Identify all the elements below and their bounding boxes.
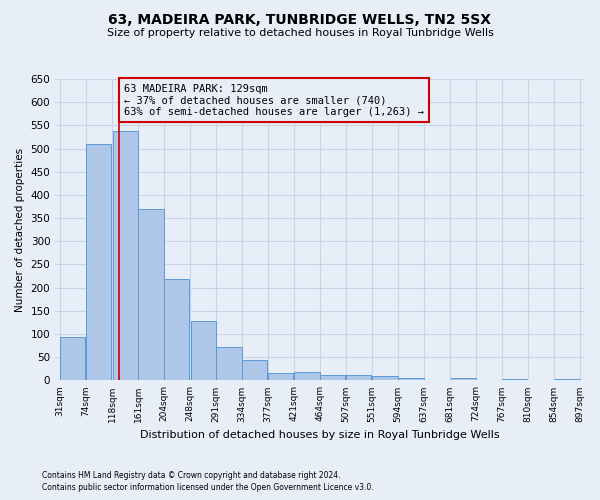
Bar (113, 131, 138, 380)
Text: 63 MADEIRA PARK: 129sqm
← 37% of detached houses are smaller (740)
63% of semi-d: 63 MADEIRA PARK: 129sqm ← 37% of detache… (124, 84, 424, 116)
Bar (242, 360, 268, 380)
Bar (60, 338, 85, 380)
Bar (268, 373, 293, 380)
Text: Contains HM Land Registry data © Crown copyright and database right 2024.: Contains HM Land Registry data © Crown c… (42, 471, 341, 480)
Bar (346, 375, 371, 380)
X-axis label: Distribution of detached houses by size in Royal Tunbridge Wells: Distribution of detached houses by size … (140, 430, 500, 440)
Bar (398, 378, 424, 380)
Bar (164, 280, 190, 380)
Bar (554, 378, 580, 380)
Y-axis label: Number of detached properties: Number of detached properties (15, 148, 25, 312)
Bar (139, 210, 164, 380)
Bar (295, 372, 320, 380)
Bar (451, 378, 476, 380)
Bar (320, 376, 346, 380)
Text: Size of property relative to detached houses in Royal Tunbridge Wells: Size of property relative to detached ho… (107, 28, 493, 38)
Bar (191, 321, 216, 380)
Bar (86, 144, 112, 380)
Bar (217, 346, 242, 380)
Text: 63, MADEIRA PARK, TUNBRIDGE WELLS, TN2 5SX: 63, MADEIRA PARK, TUNBRIDGE WELLS, TN2 5… (109, 12, 491, 26)
Text: Contains public sector information licensed under the Open Government Licence v3: Contains public sector information licen… (42, 484, 374, 492)
Bar (502, 378, 527, 380)
Bar (373, 376, 398, 380)
